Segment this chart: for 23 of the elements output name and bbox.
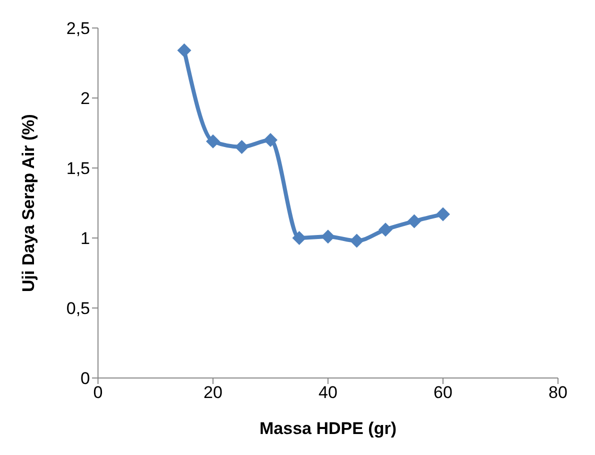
x-tick-label: 80 [548,383,568,402]
x-axis-title: Massa HDPE (gr) [260,419,396,438]
point [436,207,450,222]
y-tick-label: 2,5 [66,19,90,38]
point [350,234,364,248]
y-tick-label: 2 [80,89,90,108]
point [234,140,249,154]
point [206,134,220,148]
x-tick-label: 40 [318,383,338,402]
point [177,43,192,58]
y-tick-label: 1,5 [66,159,90,178]
y-tick-label: 0 [80,369,90,388]
x-tick-label: 60 [434,383,452,402]
point [407,214,422,228]
y-tick-label: 1 [80,229,90,248]
y-axis-title: Uji Daya Serap Air (%) [19,114,38,292]
point [321,230,335,244]
point [378,222,392,237]
x-tick-label: 20 [204,383,222,402]
point [292,231,306,245]
point [264,133,278,147]
x-tick-label: 0 [93,383,103,402]
y-tick-label: 0,5 [66,299,90,318]
